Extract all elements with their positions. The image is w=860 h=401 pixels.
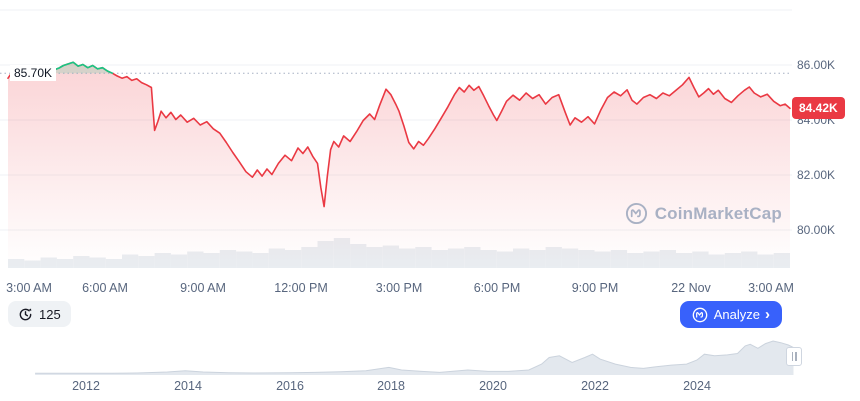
year-label: 2016 — [276, 379, 304, 393]
x-axis-label: 3:00 AM — [6, 281, 52, 295]
x-axis-label: 9:00 AM — [180, 281, 226, 295]
x-axis-label: 22 Nov — [671, 281, 711, 295]
chevron-right-icon: › — [765, 306, 770, 323]
analyze-label: Analyze — [713, 307, 760, 322]
y-axis-label: 86.00K — [797, 58, 836, 72]
year-label: 2018 — [377, 379, 405, 393]
history-clock-icon — [19, 308, 32, 320]
y-axis-label: 82.00K — [797, 168, 836, 182]
navigator-year-axis: 2012 2014 2016 2018 2020 2022 2024 — [0, 379, 860, 395]
price-chart[interactable] — [0, 0, 860, 270]
x-axis-label: 6:00 AM — [82, 281, 128, 295]
year-label: 2022 — [581, 379, 609, 393]
watermark-text: CoinMarketCap — [654, 203, 782, 223]
navigator-resize-handle[interactable] — [786, 347, 802, 366]
y-axis-label: 80.00K — [797, 223, 836, 237]
history-count-button[interactable]: 125 — [8, 301, 71, 327]
coinmarketcap-watermark: CoinMarketCap — [625, 202, 782, 225]
year-label: 2024 — [683, 379, 711, 393]
analyze-button[interactable]: Analyze › — [679, 301, 782, 328]
history-count: 125 — [39, 306, 61, 322]
range-navigator[interactable] — [0, 337, 860, 375]
x-axis-label: 9:00 PM — [571, 281, 619, 295]
range-navigator-svg — [35, 340, 794, 375]
x-axis-label: 3:00 AM — [748, 281, 794, 295]
year-label: 2012 — [72, 379, 100, 393]
coinmarketcap-logo-icon — [625, 202, 647, 225]
time-axis: 3:00 AM 6:00 AM 9:00 AM 12:00 PM 3:00 PM… — [0, 281, 860, 297]
x-axis-label: 12:00 PM — [274, 281, 328, 295]
coinmarketcap-logo-icon — [692, 307, 708, 322]
x-axis-label: 6:00 PM — [473, 281, 521, 295]
year-label: 2014 — [174, 379, 202, 393]
year-label: 2020 — [479, 379, 507, 393]
x-axis-label: 3:00 PM — [375, 281, 423, 295]
current-price-badge: 84.42K — [792, 97, 845, 119]
prev-close-label: 85.70K — [10, 65, 57, 81]
